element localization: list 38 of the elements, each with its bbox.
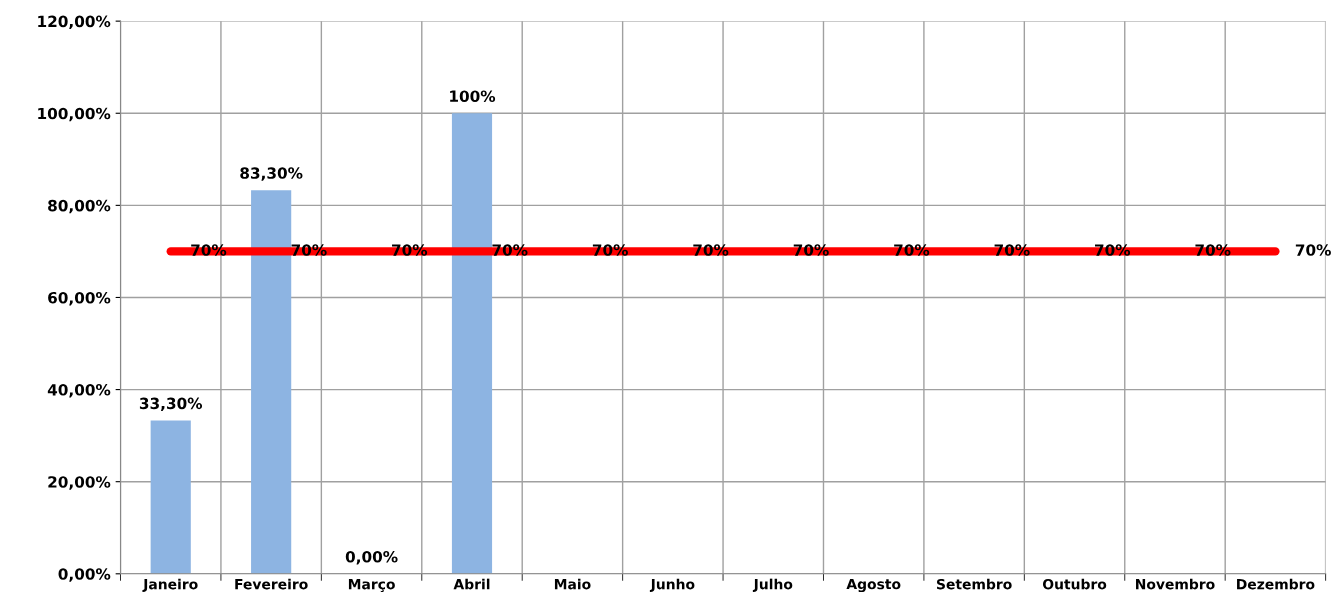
x-tick-label: Abril <box>453 578 490 590</box>
data-label: 70% <box>291 244 327 256</box>
x-tick-label: Outubro <box>1042 578 1107 590</box>
x-tick-label: Junho <box>649 578 695 592</box>
data-label: 70% <box>492 244 528 256</box>
x-tick-label: Março <box>348 579 395 592</box>
bar <box>251 190 292 574</box>
bar <box>451 113 493 574</box>
x-tick-label: Janeiro <box>142 578 198 592</box>
data-label: 70% <box>1095 244 1131 256</box>
y-tick-label: 80,00% <box>48 199 111 214</box>
y-tick-label: 100,00% <box>38 107 111 122</box>
x-tick-label: Setembro <box>936 578 1012 590</box>
data-label: 70% <box>894 244 930 256</box>
data-label: 70% <box>793 244 829 256</box>
data-label: 83,30% <box>240 167 303 181</box>
y-tick-label: 40,00% <box>47 384 111 398</box>
data-label: 100% <box>450 90 496 102</box>
data-label: 33,30% <box>139 397 203 412</box>
y-tick-label: 20,00% <box>48 476 111 490</box>
data-label: 70% <box>392 244 428 256</box>
x-tick-label: Maio <box>554 578 591 590</box>
data-label: 0,00% <box>345 550 398 565</box>
y-tick-label: 120,00% <box>38 15 111 30</box>
x-tick-label: Julho <box>752 578 793 592</box>
y-tick-label: 60,00% <box>48 291 111 306</box>
x-tick-label: Novembro <box>1136 578 1215 590</box>
data-label: 70% <box>693 244 729 256</box>
x-tick-label: Dezembro <box>1237 578 1315 590</box>
data-label: 70% <box>1195 244 1231 256</box>
data-label: 70% <box>191 244 227 256</box>
data-label: 70% <box>592 244 628 256</box>
x-tick-label: Fevereiro <box>235 578 308 590</box>
y-tick-label: 0,00% <box>58 568 111 582</box>
data-label: 70% <box>1295 244 1331 256</box>
data-label: 70% <box>994 244 1030 256</box>
bar <box>150 420 191 574</box>
x-tick-label: Agosto <box>846 578 901 593</box>
